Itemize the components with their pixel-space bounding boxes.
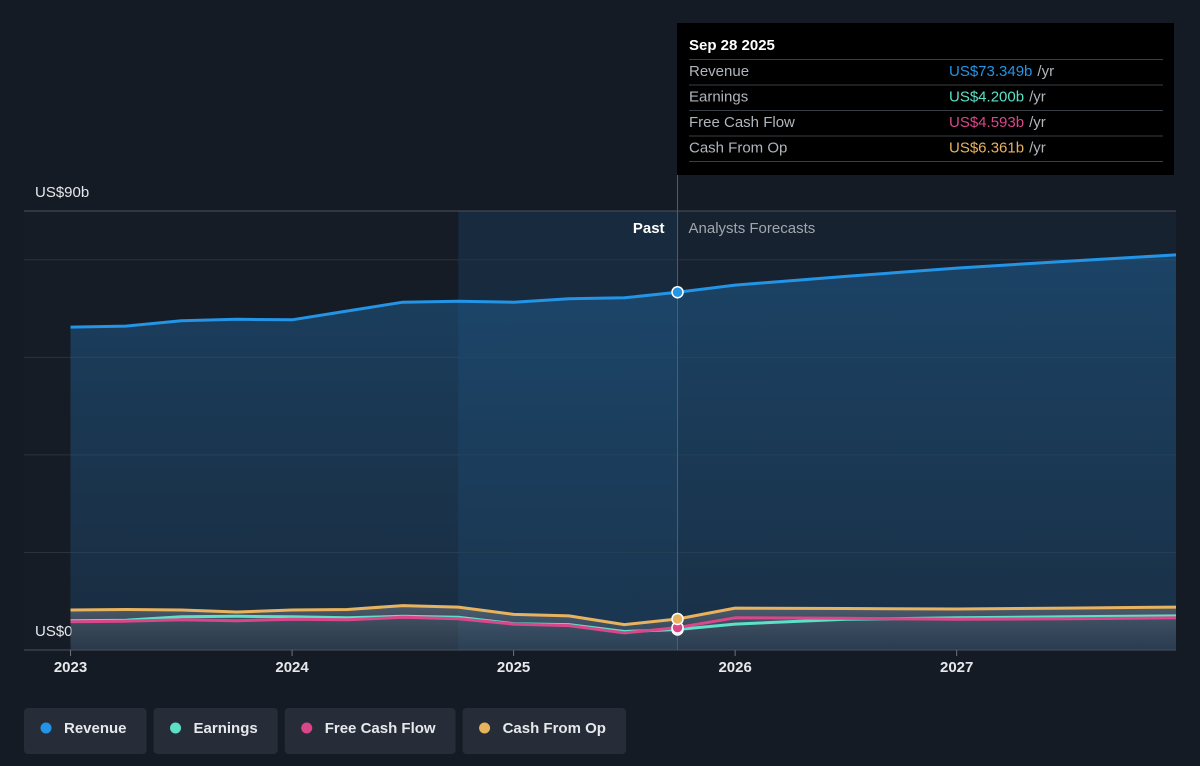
tooltip-label: Earnings bbox=[689, 88, 748, 105]
x-tick-label: 2025 bbox=[497, 659, 530, 676]
legend-label: Revenue bbox=[64, 720, 127, 737]
legend-button[interactable] bbox=[462, 708, 626, 754]
tooltip-label: Free Cash Flow bbox=[689, 114, 795, 131]
y-tick-label: US$0 bbox=[35, 623, 73, 640]
tooltip-value: US$4.593b bbox=[949, 114, 1024, 131]
tooltip-label: Cash From Op bbox=[689, 139, 787, 156]
tooltip-value: US$4.200b bbox=[949, 88, 1024, 105]
legend-button[interactable] bbox=[153, 708, 278, 754]
forecast-label: Analysts Forecasts bbox=[689, 220, 816, 237]
tooltip-unit: /yr bbox=[1029, 139, 1046, 156]
series-line bbox=[70, 604, 1177, 627]
legend-swatch bbox=[301, 722, 313, 734]
series-line bbox=[70, 253, 1177, 329]
lines bbox=[70, 253, 1177, 635]
tooltip-unit: /yr bbox=[1037, 63, 1054, 80]
legend-label: Cash From Op bbox=[503, 720, 606, 737]
legend-button[interactable] bbox=[24, 708, 147, 754]
tooltip-unit: /yr bbox=[1029, 88, 1046, 105]
tooltip-unit: /yr bbox=[1029, 114, 1046, 131]
x-tick-label: 2023 bbox=[54, 659, 87, 676]
legend-swatch bbox=[40, 722, 52, 734]
tooltip-value: US$73.349b bbox=[949, 63, 1032, 80]
tooltip-box bbox=[677, 23, 1174, 175]
legend-item[interactable]: Free Cash Flow bbox=[284, 708, 456, 754]
x-tick-label: 2024 bbox=[275, 659, 309, 676]
series-line bbox=[70, 615, 1177, 635]
point-marker bbox=[671, 285, 684, 299]
legend-swatch bbox=[170, 722, 182, 734]
tooltip: Sep 28 2025 Revenue US$73.349b/yr Earnings U… bbox=[677, 23, 1174, 175]
legend-item[interactable]: Revenue bbox=[24, 708, 147, 754]
tooltip-label: Revenue bbox=[689, 63, 749, 80]
legend-item[interactable]: Earnings bbox=[153, 708, 278, 754]
legend-item[interactable]: Cash From Op bbox=[462, 708, 626, 754]
past-label: Past bbox=[633, 220, 665, 237]
x-tick-label: 2027 bbox=[940, 659, 973, 676]
tooltip-date: Sep 28 2025 bbox=[689, 37, 775, 54]
legend-swatch bbox=[479, 722, 491, 734]
revenue-area bbox=[70, 254, 1176, 650]
tooltip-value: US$6.361b bbox=[949, 139, 1024, 156]
areas bbox=[70, 254, 1176, 650]
legend-label: Earnings bbox=[194, 720, 258, 737]
overlay: Past Analysts Forecasts Sep 28 2025 Revenue… bbox=[24, 23, 1174, 754]
legend-button[interactable] bbox=[284, 708, 456, 754]
legend-label: Free Cash Flow bbox=[325, 720, 436, 737]
y-tick-label: US$90b bbox=[35, 184, 89, 201]
x-tick-label: 2026 bbox=[718, 659, 751, 676]
point-marker bbox=[671, 612, 684, 626]
